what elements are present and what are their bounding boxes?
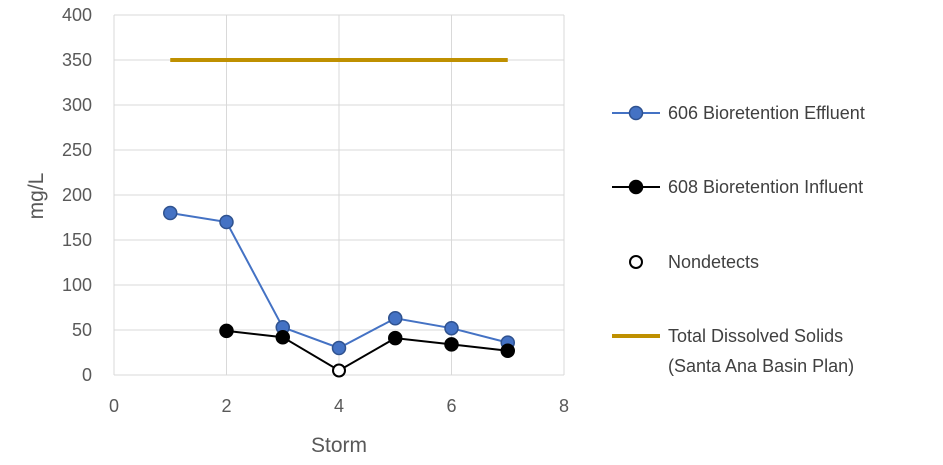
y-tick-label: 0 xyxy=(82,365,92,385)
legend-label: 608 Bioretention Influent xyxy=(668,177,863,197)
tick-labels: 0 50 100 150 200 250 300 350 400 0 2 4 6 8 xyxy=(62,5,569,416)
y-tick-label: 150 xyxy=(62,230,92,250)
data-point xyxy=(219,214,234,230)
x-axis-title: Storm xyxy=(311,434,367,457)
data-point xyxy=(163,205,178,221)
legend-marker xyxy=(629,255,643,269)
legend: 606 Bioretention Effluent 608 Bioretentio… xyxy=(612,103,865,376)
legend-marker xyxy=(628,179,644,195)
data-point xyxy=(444,320,459,336)
legend-label: Total Dissolved Solids (Santa Ana Basin P… xyxy=(668,326,854,376)
y-tick-label: 50 xyxy=(72,320,92,340)
legend-label: Nondetects xyxy=(668,252,759,272)
gridlines xyxy=(113,14,565,376)
legend-label-line: (Santa Ana Basin Plan) xyxy=(668,356,854,376)
y-tick-label: 100 xyxy=(62,275,92,295)
data-point xyxy=(331,340,347,356)
data-point xyxy=(275,329,290,345)
legend-label: 606 Bioretention Effluent xyxy=(668,103,865,123)
series-line xyxy=(226,329,508,372)
y-axis-title: mg/L xyxy=(25,173,48,220)
y-tick-label: 350 xyxy=(62,50,92,70)
data-point xyxy=(219,323,234,339)
x-tick-label: 8 xyxy=(559,396,569,416)
data-point xyxy=(444,337,459,352)
y-tick-label: 400 xyxy=(62,5,92,25)
x-tick-label: 6 xyxy=(446,396,456,416)
data-point xyxy=(388,311,403,326)
data-point xyxy=(500,343,515,358)
y-tick-label: 200 xyxy=(62,185,92,205)
legend-label-line: Total Dissolved Solids xyxy=(668,326,843,346)
legend-marker xyxy=(628,105,644,121)
series-group xyxy=(163,205,515,378)
data-point xyxy=(388,330,403,346)
x-tick-label: 2 xyxy=(221,396,231,416)
y-tick-label: 300 xyxy=(62,95,92,115)
x-tick-label: 4 xyxy=(334,396,344,416)
nondetect-point xyxy=(332,363,346,378)
x-tick-label: 0 xyxy=(109,396,119,416)
y-tick-label: 250 xyxy=(62,140,92,160)
